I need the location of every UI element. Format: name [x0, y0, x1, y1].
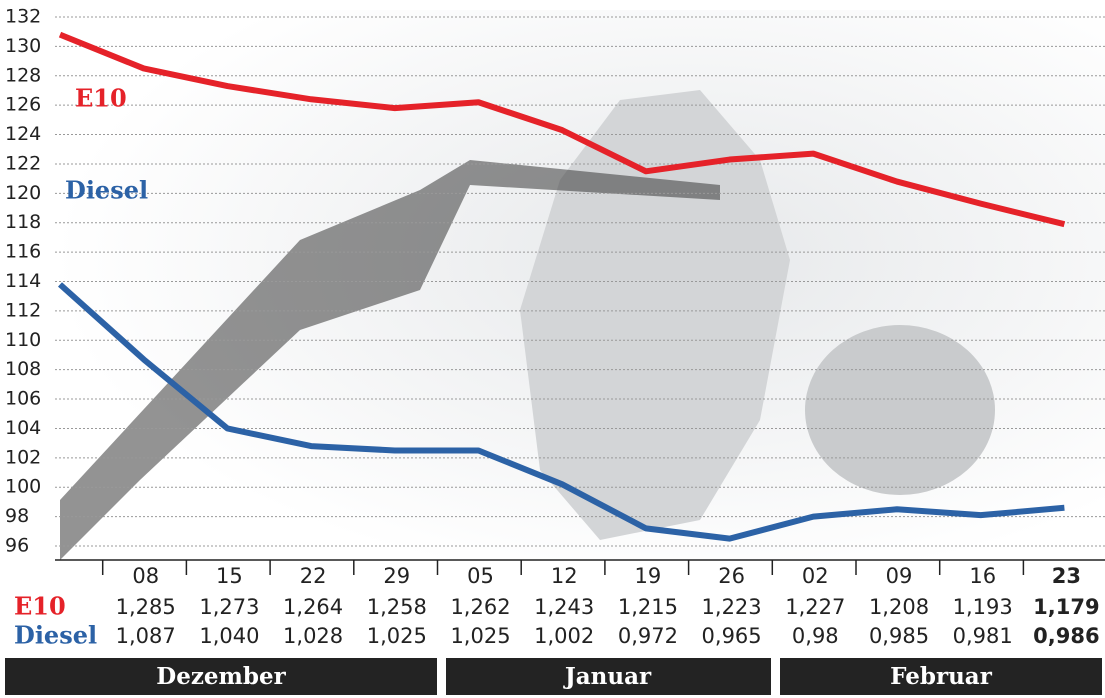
x-tick-label: 08 [132, 564, 159, 588]
y-tick-label: 116 [5, 241, 41, 263]
table-cell: 1,243 [534, 595, 594, 619]
row-label: E10 [14, 592, 66, 621]
table-cell: 0,98 [792, 624, 839, 648]
y-tick-label: 98 [5, 505, 29, 527]
x-tick-label: 26 [718, 564, 745, 588]
y-tick-label: 128 [5, 64, 41, 86]
table-cell: 1,028 [283, 624, 343, 648]
table-cell: 1,273 [199, 595, 259, 619]
x-tick-label: 02 [802, 564, 829, 588]
y-tick-label: 112 [5, 299, 41, 321]
month-label: Dezember [156, 663, 286, 690]
table-cell: 1,040 [199, 624, 259, 648]
chart: Dezember Januar Februar 96 98 100 102 104 106… [0, 0, 1105, 698]
x-tick-label: 12 [551, 564, 578, 588]
x-tick-label: 22 [300, 564, 327, 588]
x-tick-label: 16 [969, 564, 996, 588]
table-cell: 1,262 [450, 595, 510, 619]
y-tick-label: 96 [5, 535, 29, 557]
series-label: Diesel [65, 176, 148, 205]
table-cell: 1,223 [702, 595, 762, 619]
y-tick-label: 118 [5, 211, 41, 233]
table-cell: 1,179 [1033, 595, 1099, 619]
table-cell: 1,264 [283, 595, 343, 619]
x-tick-label: 05 [467, 564, 494, 588]
month-label: Februar [890, 663, 993, 690]
y-tick-label: 124 [5, 123, 41, 145]
x-tick-label: 19 [635, 564, 662, 588]
x-tick-label: 09 [886, 564, 913, 588]
y-tick-label: 132 [5, 6, 41, 28]
table-cell: 0,972 [618, 624, 678, 648]
fuel-cap [805, 325, 995, 495]
table-cell: 1,025 [367, 624, 427, 648]
table-cell: 0,985 [869, 624, 929, 648]
table-cell: 1,025 [450, 624, 510, 648]
table-cell: 1,227 [785, 595, 845, 619]
table-cell: 1,208 [869, 595, 929, 619]
row-label: Diesel [14, 621, 97, 650]
y-tick-label: 126 [5, 94, 41, 116]
table-cell: 1,258 [367, 595, 427, 619]
table-cell: 0,981 [953, 624, 1013, 648]
y-tick-label: 102 [5, 446, 41, 468]
table-cell: 0,965 [702, 624, 762, 648]
series-label: E10 [75, 84, 127, 113]
y-tick-label: 108 [5, 358, 41, 380]
table-cell: 1,002 [534, 624, 594, 648]
x-tick-label: 15 [216, 564, 243, 588]
month-label: Januar [563, 663, 652, 690]
table-cell: 1,193 [953, 595, 1013, 619]
y-tick-label: 104 [5, 417, 41, 439]
table-cell: 1,215 [618, 595, 678, 619]
y-tick-label: 122 [5, 152, 41, 174]
x-tick-label: 23 [1052, 564, 1081, 588]
x-tick-label: 29 [383, 564, 410, 588]
y-tick-label: 130 [5, 35, 41, 57]
y-tick-label: 110 [5, 329, 41, 351]
y-tick-label: 100 [5, 476, 41, 498]
y-tick-label: 106 [5, 388, 41, 410]
y-tick-label: 114 [5, 270, 41, 292]
y-tick-label: 120 [5, 182, 41, 204]
table-cell: 1,285 [116, 595, 176, 619]
table-cell: 0,986 [1033, 624, 1099, 648]
table-cell: 1,087 [116, 624, 176, 648]
